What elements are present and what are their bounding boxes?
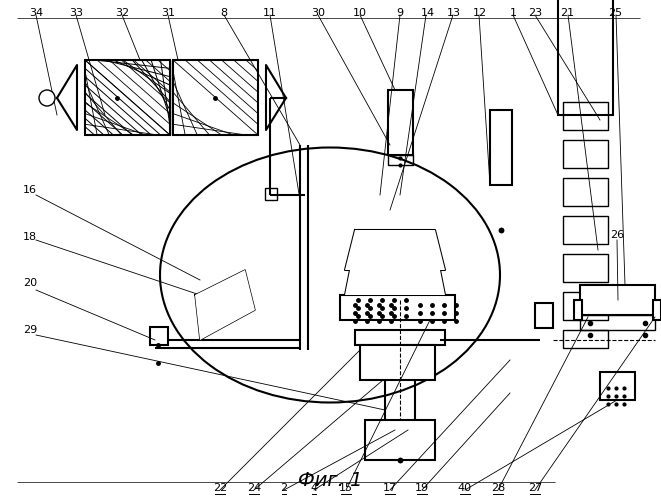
Bar (388, 155, 413, 165)
Text: 11: 11 (263, 8, 277, 18)
Polygon shape (345, 270, 445, 295)
Polygon shape (57, 65, 77, 130)
Text: 32: 32 (115, 8, 129, 18)
Bar (574, 300, 582, 320)
Text: 1: 1 (510, 8, 516, 18)
Bar (173, 60, 258, 135)
Bar (563, 140, 608, 168)
Bar (563, 292, 608, 320)
Text: 14: 14 (421, 8, 435, 18)
Bar (563, 102, 608, 130)
Text: 28: 28 (491, 483, 505, 493)
Text: 18: 18 (23, 232, 37, 242)
Text: 33: 33 (69, 8, 83, 18)
Text: 26: 26 (610, 230, 624, 240)
Bar (563, 330, 608, 348)
Bar (365, 420, 435, 460)
Bar (580, 285, 655, 315)
Bar (563, 254, 608, 282)
Text: 40: 40 (458, 483, 472, 493)
Text: 4: 4 (311, 483, 317, 493)
Text: 8: 8 (220, 8, 227, 18)
Polygon shape (345, 230, 445, 270)
Text: 13: 13 (447, 8, 461, 18)
Text: 20: 20 (23, 278, 37, 288)
Text: 10: 10 (353, 8, 367, 18)
Text: 9: 9 (397, 8, 404, 18)
Text: 2: 2 (280, 483, 288, 493)
Bar (600, 372, 635, 400)
Bar (388, 90, 413, 155)
Text: 29: 29 (23, 325, 37, 335)
Bar (150, 327, 168, 345)
Text: 34: 34 (29, 8, 43, 18)
Bar (360, 345, 435, 380)
Text: 30: 30 (311, 8, 325, 18)
Bar (340, 295, 455, 320)
Text: 27: 27 (528, 483, 542, 493)
Ellipse shape (160, 148, 500, 402)
Bar (490, 110, 512, 185)
Polygon shape (266, 65, 286, 130)
Polygon shape (195, 270, 255, 340)
Bar (580, 315, 655, 330)
Bar (265, 188, 277, 200)
Bar (563, 216, 608, 244)
Text: 22: 22 (213, 483, 227, 493)
Text: 19: 19 (415, 483, 429, 493)
Text: 24: 24 (247, 483, 261, 493)
Bar (535, 303, 553, 328)
Text: 25: 25 (608, 8, 622, 18)
Bar (355, 330, 445, 345)
Text: 31: 31 (161, 8, 175, 18)
Text: 21: 21 (560, 8, 574, 18)
Bar (85, 60, 170, 135)
Circle shape (39, 90, 55, 106)
Text: 16: 16 (23, 185, 37, 195)
Text: 12: 12 (473, 8, 487, 18)
Bar (558, 0, 613, 115)
Bar (563, 178, 608, 206)
Text: Фиг. 1: Фиг. 1 (297, 470, 362, 490)
Text: 17: 17 (383, 483, 397, 493)
Text: 23: 23 (528, 8, 542, 18)
Text: 15: 15 (339, 483, 353, 493)
Bar (653, 300, 661, 320)
